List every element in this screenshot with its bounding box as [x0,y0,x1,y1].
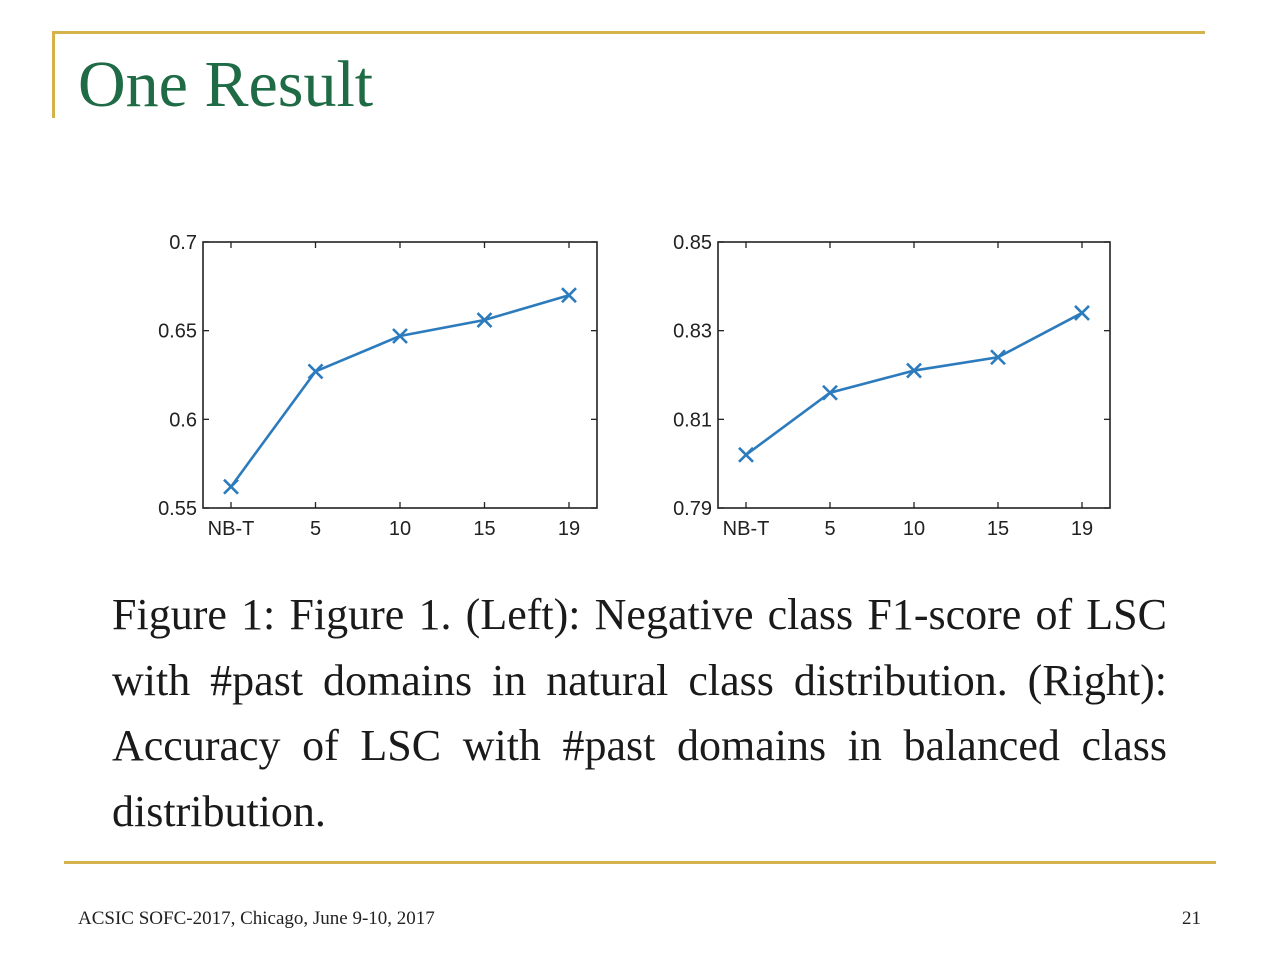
figure-caption: Figure 1: Figure 1. (Left): Negative cla… [112,590,1167,836]
chart-right-xtick-label: 19 [1071,518,1093,540]
footer-text: ACSIC SOFC-2017, Chicago, June 9-10, 201… [78,908,435,929]
chart-left-ytick-label: 0.7 [169,232,197,254]
chart-left-xtick-label: 5 [310,518,321,540]
chart-right-point-3 [990,349,1006,366]
page-number: 21 [1182,908,1201,929]
chart-right-xtick-label: 15 [987,518,1009,540]
chart-right-ytick-label: 0.79 [673,498,712,520]
chart-left-ytick-label: 0.65 [158,321,197,343]
footer-rule [64,861,1216,864]
chart-left-xtick-label: 15 [473,518,495,540]
chart-right-point-2 [906,362,922,379]
chart-right-point-0 [738,446,754,463]
chart-right-xtick-label: NB-T [723,518,770,540]
chart-right-ytick-label: 0.85 [673,232,712,254]
title-rule-top [52,31,1205,34]
chart-right-xtick-label: 5 [824,518,835,540]
chart-left-ytick-label: 0.55 [158,498,197,520]
chart-right-point-4 [1074,305,1090,321]
chart-left-point-4 [561,287,577,304]
chart-right-ytick-label: 0.83 [673,321,712,343]
chart-left-xtick-label: NB-T [208,518,255,540]
chart-left-frame [202,241,598,509]
chart-right-point-1 [822,384,838,401]
chart-left-point-3 [476,312,493,328]
chart-left-point-2 [392,328,408,344]
chart-left-xtick-label: 10 [389,518,411,540]
title-rule-left [52,31,55,118]
chart-right-frame [717,241,1111,509]
chart-left-point-1 [307,363,324,380]
chart-left-ytick-label: 0.6 [169,409,197,431]
chart-right-xtick-label: 10 [903,518,925,540]
chart-right-ytick-label: 0.81 [673,409,712,431]
chart-left-xtick-label: 19 [558,518,580,540]
chart-left-point-0 [223,478,239,495]
slide-title: One Result [78,48,374,121]
